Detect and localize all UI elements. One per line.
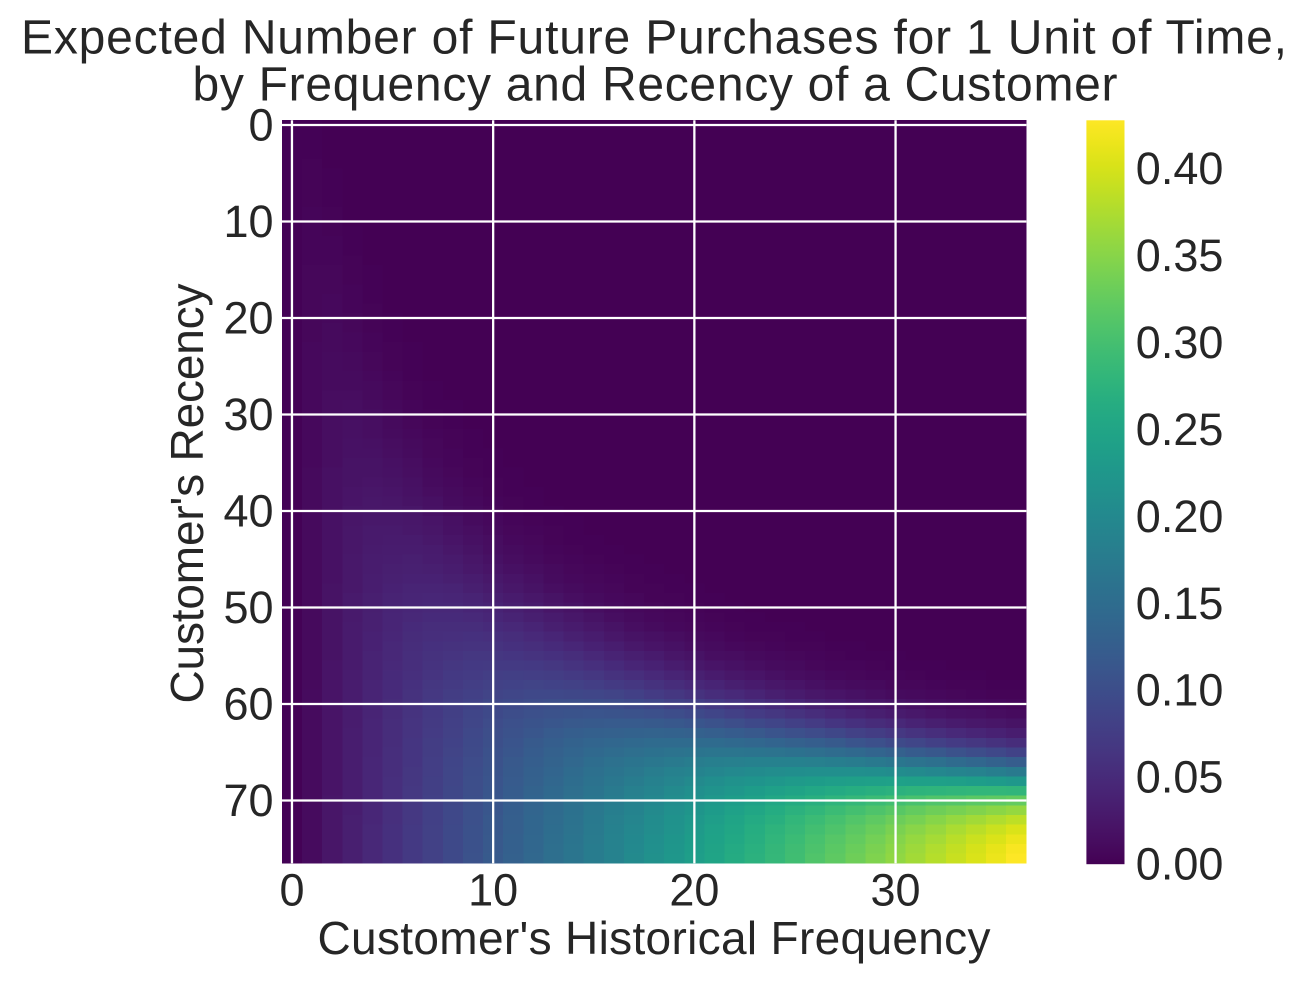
svg-text:30: 30 (871, 864, 921, 915)
svg-text:70: 70 (223, 775, 273, 826)
svg-text:Customer's Historical Frequenc: Customer's Historical Frequency (318, 912, 991, 964)
svg-text:30: 30 (223, 389, 273, 440)
svg-text:0.20: 0.20 (1136, 491, 1224, 542)
svg-text:60: 60 (223, 678, 273, 729)
svg-text:0: 0 (248, 99, 273, 150)
svg-text:0.15: 0.15 (1136, 578, 1224, 629)
svg-text:20: 20 (223, 292, 273, 343)
svg-text:0: 0 (279, 864, 304, 915)
svg-text:0.25: 0.25 (1136, 404, 1224, 455)
svg-text:0.35: 0.35 (1136, 230, 1224, 281)
svg-text:by Frequency and Recency of a: by Frequency and Recency of a Customer (193, 59, 1118, 112)
svg-text:20: 20 (669, 864, 719, 915)
svg-text:0.40: 0.40 (1136, 143, 1224, 194)
svg-text:Expected Number of Future Purc: Expected Number of Future Purchases for … (21, 12, 1287, 65)
svg-text:10: 10 (468, 864, 518, 915)
svg-text:50: 50 (223, 582, 273, 633)
svg-text:Customer's Recency: Customer's Recency (161, 284, 213, 704)
svg-text:40: 40 (223, 485, 273, 536)
svg-text:0.30: 0.30 (1136, 317, 1224, 368)
svg-text:10: 10 (223, 196, 273, 247)
svg-text:0.00: 0.00 (1136, 839, 1224, 890)
svg-text:0.10: 0.10 (1136, 665, 1224, 716)
svg-text:0.05: 0.05 (1136, 752, 1224, 803)
